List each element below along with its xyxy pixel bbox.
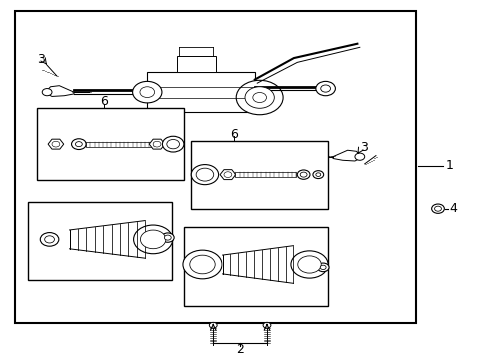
Bar [147,72,255,112]
Circle shape [191,165,219,185]
Bar [147,110,169,123]
Circle shape [164,235,171,240]
Circle shape [183,250,222,279]
Circle shape [224,172,232,177]
Circle shape [297,170,310,179]
Bar [15,12,416,323]
Circle shape [236,80,283,115]
Bar [235,172,296,177]
Polygon shape [222,246,294,283]
Circle shape [45,236,54,243]
Text: 4: 4 [449,202,457,215]
Polygon shape [149,139,165,149]
Circle shape [435,206,441,211]
Circle shape [316,173,321,176]
Circle shape [253,93,267,103]
Polygon shape [333,150,360,161]
Text: 6: 6 [100,95,108,108]
Circle shape [321,85,331,92]
Text: 5: 5 [250,295,258,308]
Circle shape [190,255,215,274]
Text: 5: 5 [95,269,102,282]
Circle shape [355,153,365,160]
Circle shape [161,233,174,242]
Bar [27,202,172,280]
Circle shape [40,233,59,246]
Text: 1: 1 [445,159,453,172]
Circle shape [318,263,329,272]
Circle shape [298,256,321,273]
Circle shape [153,141,161,147]
Circle shape [133,81,162,103]
Polygon shape [47,86,74,96]
Circle shape [291,251,328,278]
Bar [176,56,216,72]
Circle shape [196,168,214,181]
Circle shape [320,265,326,270]
Polygon shape [70,221,145,258]
Circle shape [72,139,86,149]
Polygon shape [220,170,236,180]
Circle shape [141,230,166,249]
Bar [37,108,184,180]
Bar [86,141,154,147]
Circle shape [167,139,179,149]
Circle shape [263,322,271,328]
Text: 6: 6 [230,127,238,141]
Circle shape [209,322,217,328]
Text: 2: 2 [236,343,244,356]
Circle shape [300,172,307,177]
Circle shape [134,225,172,254]
Polygon shape [48,139,64,149]
Circle shape [313,171,324,179]
Text: 3: 3 [37,53,45,66]
Circle shape [42,89,52,96]
Circle shape [245,87,274,108]
Circle shape [75,141,82,147]
Bar [184,226,328,306]
Circle shape [316,81,335,96]
Circle shape [432,204,444,213]
Text: 7: 7 [278,184,286,197]
Circle shape [162,136,184,152]
Text: 7: 7 [54,148,62,161]
Circle shape [52,141,60,147]
Bar [191,140,328,209]
Text: 3: 3 [360,141,368,154]
Circle shape [140,87,155,98]
